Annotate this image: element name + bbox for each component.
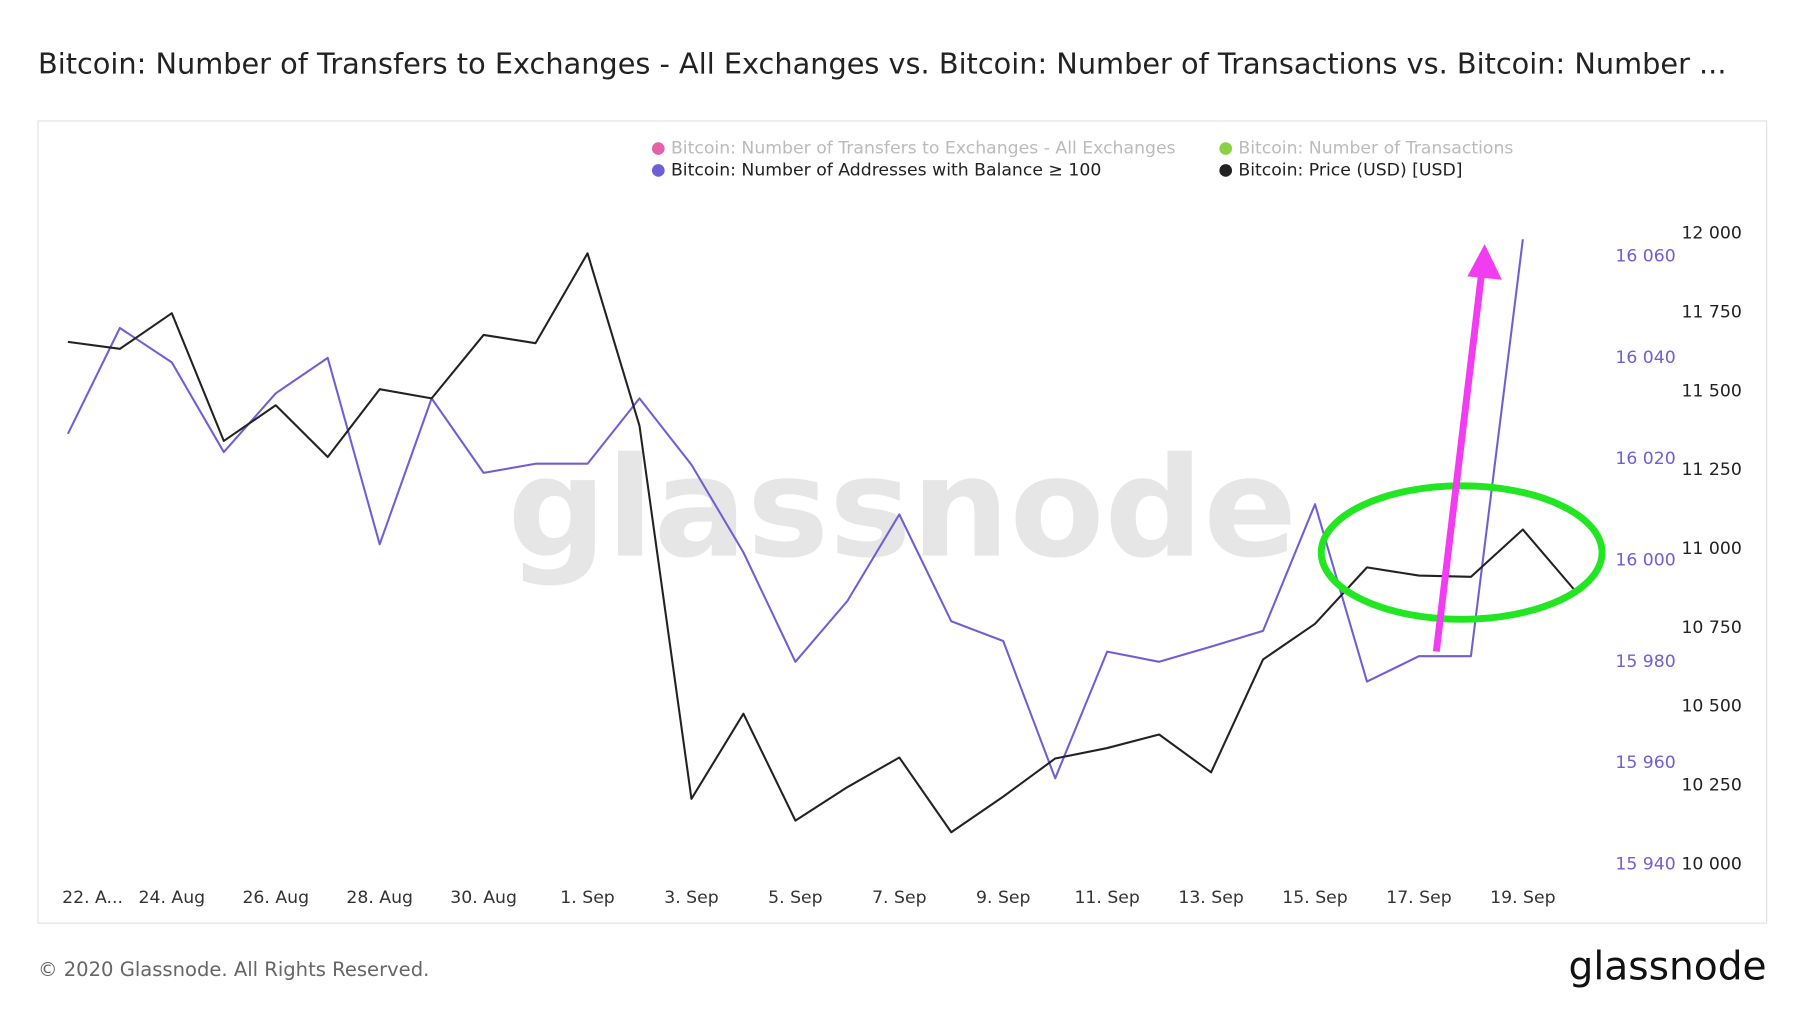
x-tick-label: 17. Sep xyxy=(1386,888,1451,908)
y2-tick-label: 15 980 xyxy=(1615,652,1675,672)
y-tick-label: 10 500 xyxy=(1681,697,1741,717)
footer: © 2020 Glassnode. All Rights Reserved. xyxy=(38,958,429,981)
plot-frame xyxy=(37,120,1768,924)
highlight-ellipse xyxy=(1317,482,1606,623)
y2-tick-label: 15 960 xyxy=(1615,753,1675,773)
logo: glassnode xyxy=(1569,945,1767,990)
x-tick-label: 1. Sep xyxy=(560,888,614,908)
legend-label: Bitcoin: Number of Transfers to Exchange… xyxy=(671,139,1176,159)
x-tick-label: 28. Aug xyxy=(346,888,413,908)
y2-tick-label: 16 020 xyxy=(1615,449,1675,469)
y-tick-label: 11 250 xyxy=(1681,460,1741,480)
watermark: glassnode xyxy=(508,428,1297,589)
y-tick-label: 10 250 xyxy=(1681,776,1741,796)
marks: 10 000 10 250 10 500 10 750 11 000 11 250 11 5… xyxy=(62,139,1742,908)
x-tick-label: 26. Aug xyxy=(242,888,309,908)
y2-tick-label: 16 060 xyxy=(1615,247,1675,267)
y-tick-label: 11 750 xyxy=(1681,303,1741,323)
series-line xyxy=(66,239,1524,780)
arrow-shaft xyxy=(1432,275,1485,652)
x-tick-label: 24. Aug xyxy=(139,888,206,908)
y2-tick-label: 16 040 xyxy=(1615,348,1675,368)
legend-swatch xyxy=(651,164,665,177)
y-tick-label: 10 000 xyxy=(1681,854,1741,874)
y2-tick-label: 15 940 xyxy=(1615,854,1675,874)
series-line xyxy=(67,252,1576,834)
legend-swatch xyxy=(1219,164,1233,177)
legend-label: Bitcoin: Price (USD) [USD] xyxy=(1238,160,1462,180)
x-tick-label: 15. Sep xyxy=(1282,888,1347,908)
x-tick-label: 5. Sep xyxy=(768,888,822,908)
legend-swatch xyxy=(651,142,665,155)
x-tick-label: 9. Sep xyxy=(976,888,1030,908)
x-tick-label: 22. A... xyxy=(62,888,123,908)
x-tick-label: 19. Sep xyxy=(1490,888,1555,908)
chart-title: Bitcoin: Number of Transfers to Exchange… xyxy=(38,47,1727,81)
y-tick-label: 12 000 xyxy=(1681,224,1741,244)
legend-label: Bitcoin: Number of Addresses with Balanc… xyxy=(671,160,1101,180)
x-tick-label: 11. Sep xyxy=(1074,888,1139,908)
y-tick-label: 11 500 xyxy=(1681,381,1741,401)
legend-label: Bitcoin: Number of Transactions xyxy=(1238,139,1513,159)
y-tick-label: 11 000 xyxy=(1681,539,1741,559)
y-tick-label: 10 750 xyxy=(1681,618,1741,638)
y2-tick-label: 16 000 xyxy=(1615,550,1675,570)
x-tick-label: 7. Sep xyxy=(872,888,926,908)
x-tick-label: 3. Sep xyxy=(664,888,718,908)
arrow-head xyxy=(1467,244,1502,280)
x-tick-label: 30. Aug xyxy=(450,888,517,908)
legend-swatch xyxy=(1219,142,1233,155)
x-tick-label: 13. Sep xyxy=(1178,888,1243,908)
